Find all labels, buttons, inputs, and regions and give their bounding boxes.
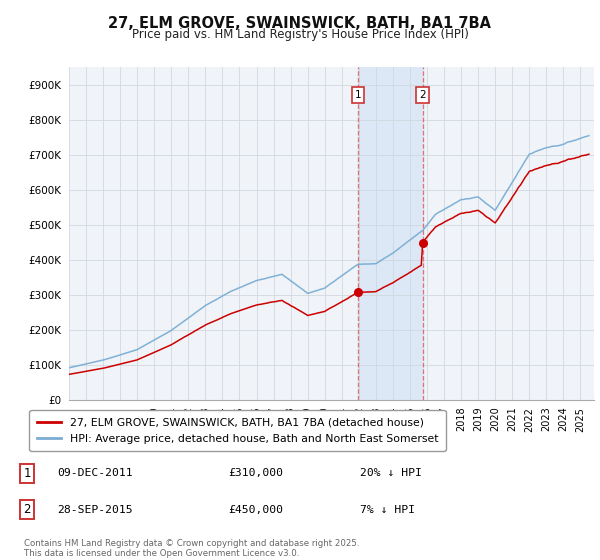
Bar [358, 67, 422, 400]
Legend: 27, ELM GROVE, SWAINSWICK, BATH, BA1 7BA (detached house), HPI: Average price, d: 27, ELM GROVE, SWAINSWICK, BATH, BA1 7BA… [29, 410, 446, 451]
Text: Contains HM Land Registry data © Crown copyright and database right 2025.
This d: Contains HM Land Registry data © Crown c… [24, 539, 359, 558]
Text: 2: 2 [419, 90, 426, 100]
Text: 7% ↓ HPI: 7% ↓ HPI [360, 505, 415, 515]
Text: 20% ↓ HPI: 20% ↓ HPI [360, 468, 422, 478]
Text: £450,000: £450,000 [228, 505, 283, 515]
Text: 09-DEC-2011: 09-DEC-2011 [57, 468, 133, 478]
Text: Price paid vs. HM Land Registry's House Price Index (HPI): Price paid vs. HM Land Registry's House … [131, 28, 469, 41]
Text: 1: 1 [23, 466, 31, 480]
Text: 1: 1 [355, 90, 361, 100]
Text: 28-SEP-2015: 28-SEP-2015 [57, 505, 133, 515]
Text: £310,000: £310,000 [228, 468, 283, 478]
Text: 27, ELM GROVE, SWAINSWICK, BATH, BA1 7BA: 27, ELM GROVE, SWAINSWICK, BATH, BA1 7BA [109, 16, 491, 31]
Text: 2: 2 [23, 503, 31, 516]
